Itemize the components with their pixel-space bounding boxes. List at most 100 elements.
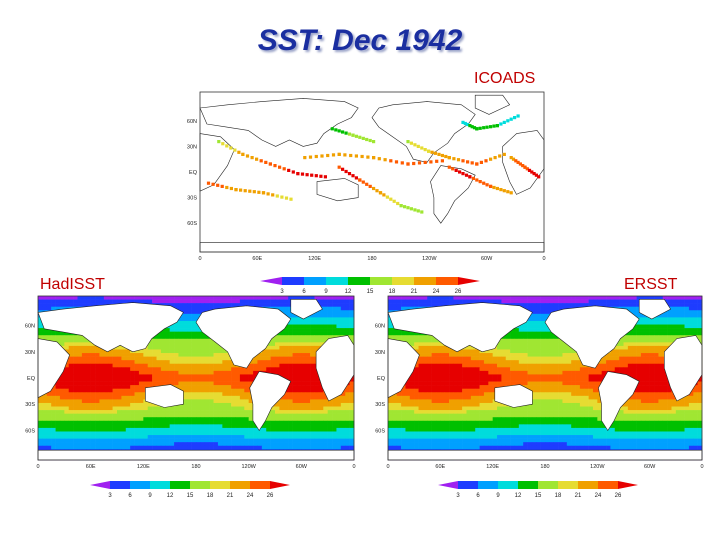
colorbar-tick-label: 21 — [575, 493, 582, 499]
lon-tick-label: 60W — [481, 256, 493, 262]
lat-tick-label: 60N — [187, 119, 197, 125]
colorbar-swatch — [392, 277, 415, 285]
colorbar-tick-label: 9 — [496, 493, 500, 499]
colorbar-swatch — [458, 481, 479, 489]
antarctica-landmass — [387, 449, 703, 461]
colorbar-swatch — [518, 481, 539, 489]
colorbar-tick-label: 3 — [280, 289, 284, 295]
lon-tick-label: 120W — [422, 256, 437, 262]
colorbar-tick-label: 6 — [476, 493, 480, 499]
colorbar-swatch — [190, 481, 211, 489]
colorbar-swatch — [538, 481, 559, 489]
ship-tracks — [206, 114, 541, 214]
australia-landmass — [316, 178, 359, 202]
ersst-label: ERSST — [624, 276, 678, 293]
lat-tick-label: 30N — [187, 144, 197, 150]
lat-tick-label: 30N — [25, 350, 35, 356]
lat-tick-label: 60N — [25, 324, 35, 330]
lat-tick-label: 60S — [375, 428, 385, 434]
europe-asia-landmass — [387, 302, 533, 353]
lat-tick-label: EQ — [27, 376, 36, 382]
lat-tick-label: EQ — [377, 376, 386, 382]
lon-tick-label: 60W — [644, 464, 656, 470]
hadisst-map: 60N 30N EQ 30S 60S 0 60E 120E 180 120W 60W 0 — [25, 295, 356, 470]
lon-tick-label: 60E — [252, 256, 262, 262]
colorbar-swatch — [90, 481, 110, 489]
lat-tick-label: 30N — [375, 350, 385, 356]
ersst-map: 60N 30N EQ 30S 60S 0 60E 120E 180 120W 60W 0 — [375, 295, 704, 470]
colorbar-tick-label: 18 — [207, 493, 214, 499]
colorbar-swatch — [578, 481, 599, 489]
australia-landmass — [494, 384, 533, 408]
lon-tick-label: 120E — [486, 464, 499, 470]
africa-landmass — [502, 130, 545, 195]
colorbar-tick-label: 24 — [433, 289, 440, 295]
icoads-map: 60N 30N EQ 30S 60S 0 60E 120E 180 120W 60W 0 — [187, 91, 546, 262]
ersst-colorbar: 3 6 9 12 15 18 21 24 26 — [438, 481, 638, 499]
colorbar-swatch — [282, 277, 305, 285]
greenland-landmass — [290, 299, 323, 320]
lon-tick-label: 120E — [137, 464, 150, 470]
greenland-landmass — [474, 94, 511, 115]
lat-tick-label: 60S — [187, 221, 197, 227]
colorbar-swatch — [348, 277, 371, 285]
lon-tick-label: 180 — [367, 256, 376, 262]
lon-tick-label: 0 — [198, 256, 201, 262]
colorbar-swatch — [270, 481, 290, 489]
lon-tick-label: 0 — [352, 464, 355, 470]
lon-tick-label: 60E — [435, 464, 445, 470]
lon-tick-label: 60E — [86, 464, 96, 470]
colorbar-swatch — [230, 481, 251, 489]
colorbar-tick-label: 26 — [267, 493, 274, 499]
lat-tick-label: 30S — [375, 402, 385, 408]
lon-tick-label: 0 — [36, 464, 39, 470]
hadisst-colorbar: 3 6 9 12 15 18 21 24 26 — [90, 481, 290, 499]
colorbar-tick-label: 18 — [555, 493, 562, 499]
colorbar-swatch — [458, 277, 480, 285]
colorbar-swatch — [478, 481, 499, 489]
colorbar-swatch — [618, 481, 638, 489]
lat-tick-label: 60S — [25, 428, 35, 434]
colorbar-swatch — [414, 277, 437, 285]
colorbar-tick-label: 9 — [324, 289, 328, 295]
page-title: SST: Dec 1942 — [257, 24, 463, 57]
colorbar-tick-label: 24 — [247, 493, 254, 499]
map-frame — [199, 91, 545, 253]
lon-tick-label: 0 — [700, 464, 703, 470]
colorbar-swatch — [598, 481, 619, 489]
africa-landmass — [663, 335, 703, 402]
lat-tick-label: 30S — [25, 402, 35, 408]
south-america-landmass — [249, 371, 292, 432]
lon-tick-label: 180 — [540, 464, 549, 470]
australia-landmass — [145, 384, 184, 408]
colorbar-swatch — [438, 481, 458, 489]
colorbar-swatch — [260, 277, 282, 285]
colorbar-tick-label: 18 — [389, 289, 396, 295]
colorbar-swatch — [150, 481, 171, 489]
lat-tick-label: 60N — [375, 324, 385, 330]
colorbar-tick-label: 6 — [302, 289, 306, 295]
colorbar-swatch — [498, 481, 519, 489]
north-america-landmass — [195, 305, 292, 369]
europe-asia-landmass — [37, 302, 184, 353]
colorbar-swatch — [250, 481, 271, 489]
antarctica-landmass — [37, 449, 355, 461]
colorbar-tick-label: 21 — [227, 493, 234, 499]
africa-west-landmass — [199, 133, 235, 192]
colorbar-swatch — [304, 277, 327, 285]
colorbar-tick-label: 15 — [187, 493, 194, 499]
colorbar-tick-label: 3 — [108, 493, 112, 499]
colorbar-tick-label: 21 — [411, 289, 418, 295]
icoads-colorbar: 3 6 9 12 15 18 21 24 26 — [260, 277, 480, 295]
colorbar-swatch — [110, 481, 131, 489]
lon-tick-label: 0 — [386, 464, 389, 470]
lat-tick-label: EQ — [189, 170, 198, 176]
north-america-landmass — [544, 305, 640, 369]
lon-tick-label: 180 — [191, 464, 200, 470]
north-america-landmass — [371, 101, 476, 163]
south-america-landmass — [598, 371, 640, 432]
colorbar-swatch — [558, 481, 579, 489]
colorbar-tick-label: 3 — [456, 493, 460, 499]
lon-tick-label: 120W — [590, 464, 605, 470]
map-frame — [387, 295, 703, 461]
